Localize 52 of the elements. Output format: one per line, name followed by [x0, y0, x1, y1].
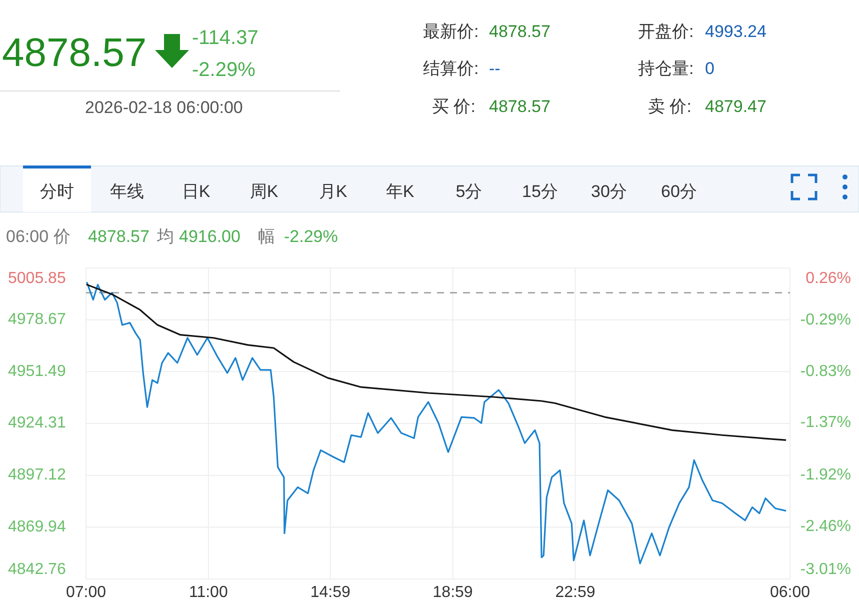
y2-tick-label: -0.29% — [800, 312, 851, 329]
text: 4879.47 — [705, 97, 766, 116]
text: 幅 — [258, 227, 275, 246]
text: 年K — [386, 182, 415, 201]
text: 4993.24 — [705, 22, 766, 41]
y-tick-label: 4951.49 — [8, 362, 66, 380]
text: -- — [489, 59, 500, 78]
text: 周K — [250, 182, 279, 201]
y-tick-label: 4897.12 — [8, 466, 66, 484]
text: 年线 — [110, 182, 144, 201]
text: 2026-02-18 06:00:00 — [85, 98, 243, 117]
y-tick-label: 4869.94 — [8, 518, 66, 536]
text: 60分 — [661, 182, 697, 201]
text: -2.29% — [192, 59, 256, 81]
text: 0 — [705, 59, 714, 78]
text: 均 — [156, 227, 174, 246]
y2-tick-label: -0.83% — [800, 362, 851, 380]
text: 分时 — [40, 182, 74, 201]
text: 4878.57 — [2, 31, 147, 75]
y2-tick-label: 0.26% — [806, 270, 851, 288]
x-tick-label: 06:00 — [770, 584, 810, 600]
y2-tick-label: -3.01% — [800, 561, 851, 578]
x-tick-label: 11:00 — [189, 584, 228, 600]
x-tick-label: 07:00 — [66, 584, 106, 600]
text: 开盘价: — [638, 22, 694, 41]
text: 4878.57 — [88, 227, 150, 246]
x-tick-label: 22:59 — [555, 584, 596, 600]
text: 最新价: — [423, 22, 479, 41]
text: 4878.57 — [489, 22, 550, 41]
text: 卖 价: — [648, 97, 692, 116]
x-tick-label: 14:59 — [310, 584, 350, 600]
text: -2.29% — [284, 227, 338, 246]
y-tick-label: 5005.85 — [8, 270, 66, 288]
text: 06:00 价 — [6, 227, 70, 246]
y2-tick-label: -1.92% — [800, 466, 851, 484]
text: 5分 — [456, 182, 482, 201]
text: 日K — [182, 182, 211, 201]
y-tick-label: 4842.76 — [8, 561, 66, 578]
text: 30分 — [591, 182, 627, 201]
text: 结算价: — [423, 59, 479, 78]
y2-tick-label: -2.46% — [800, 518, 851, 535]
text: -114.37 — [192, 27, 258, 49]
y-tick-label: 4978.67 — [8, 311, 66, 328]
x-tick-label: 18:59 — [432, 584, 473, 600]
text: 持仓量: — [638, 59, 694, 78]
text: 月K — [318, 182, 348, 201]
y-tick-label: 4924.31 — [8, 414, 66, 432]
text: 15分 — [522, 182, 558, 201]
text: 4916.00 — [179, 227, 240, 246]
text: 4878.57 — [489, 97, 550, 116]
text: 买 价: — [432, 97, 476, 116]
y2-tick-label: -1.37% — [800, 414, 851, 432]
